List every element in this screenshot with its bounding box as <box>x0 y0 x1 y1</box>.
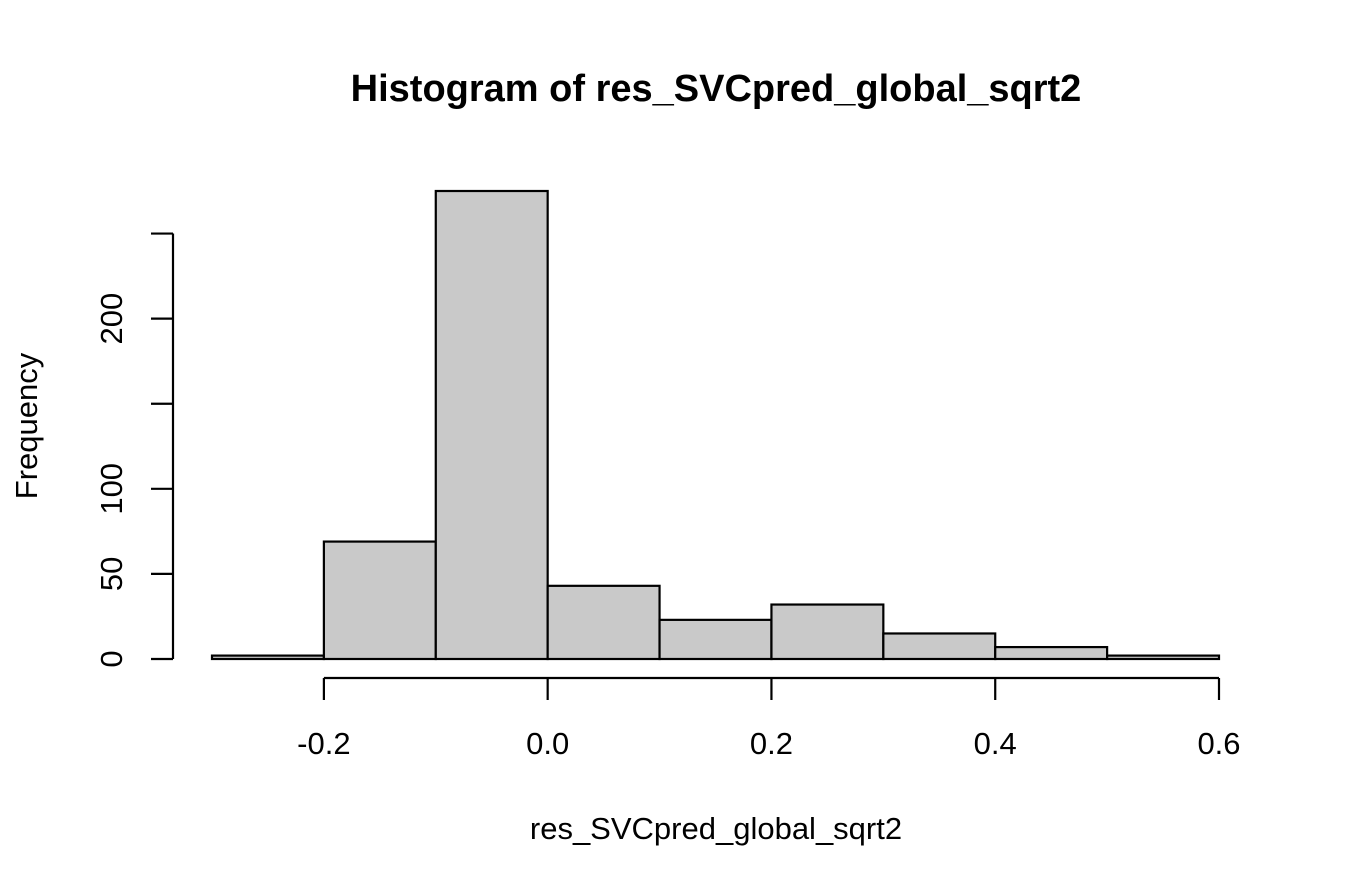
y-tick-label: 50 <box>94 557 129 591</box>
x-tick-label: 0.0 <box>526 726 569 761</box>
y-tick-label: 0 <box>94 650 129 667</box>
bars-group <box>210 189 1221 661</box>
histogram-bar-3 <box>546 584 661 661</box>
x-axis-label: res_SVCpred_global_sqrt2 <box>530 811 902 846</box>
x-tick-label: 0.4 <box>974 726 1017 761</box>
y-tick-label: 100 <box>94 463 129 515</box>
histogram-bar-8 <box>1106 654 1221 661</box>
y-tick-label: 200 <box>94 293 129 345</box>
x-tick-label: -0.2 <box>297 726 350 761</box>
chart-title: Histogram of res_SVCpred_global_sqrt2 <box>351 68 1082 110</box>
histogram-bar-6 <box>882 632 997 661</box>
histogram-bar-4 <box>658 618 773 661</box>
y-axis: 0 50 100 200 <box>94 232 175 668</box>
histogram-bar-7 <box>994 645 1109 661</box>
histogram-bar-1 <box>322 540 437 661</box>
y-axis-label: Frequency <box>9 352 44 499</box>
x-axis: -0.2 0.0 0.2 0.4 0.6 <box>297 676 1241 761</box>
x-tick-label: 0.6 <box>1197 726 1240 761</box>
x-tick-label: 0.2 <box>750 726 793 761</box>
histogram-bar-0 <box>210 654 325 661</box>
histogram-bar-5 <box>770 603 885 661</box>
histogram-bar-2 <box>434 189 549 661</box>
